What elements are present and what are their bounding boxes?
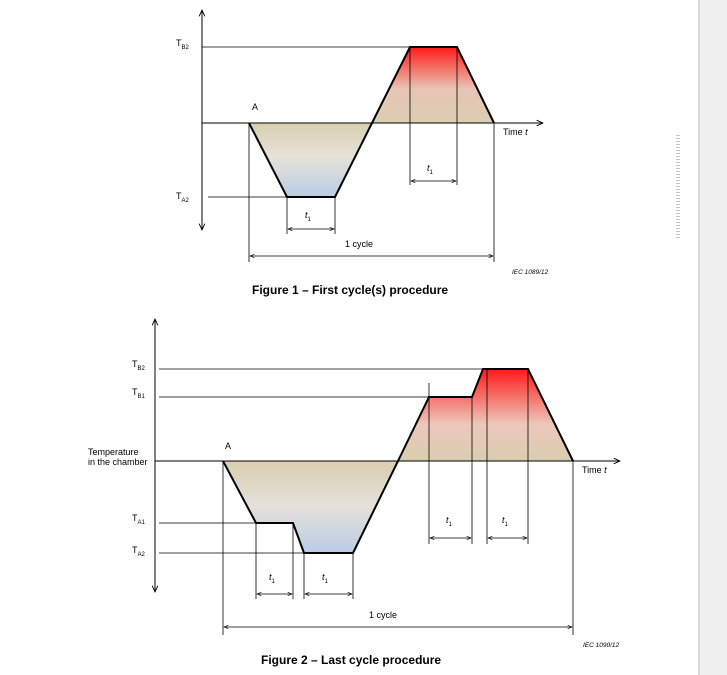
fig1-cold-region (249, 123, 372, 197)
fig2-time-label: Time t (582, 465, 607, 475)
fig2-tb2-label: TB2 (132, 359, 146, 372)
fig2-t1-label-ta1: t1 (269, 572, 276, 585)
fig2-profile-cold (222, 460, 399, 554)
fig2-t1-label-tb1: t1 (446, 515, 453, 528)
fig2-cold-region (223, 461, 398, 553)
fig2-ta2-label: TA2 (132, 545, 146, 558)
figure-1: TB2 TA2 A Time t t1 t1 1 cycle IEC 1089/… (176, 10, 549, 297)
fig1-cycle-label: 1 cycle (345, 239, 373, 249)
fig2-chamber-label-line2: in the chamber (88, 457, 148, 467)
fig1-profile-cold (248, 122, 373, 198)
fig1-tb2-label: TB2 (176, 38, 190, 51)
fig1-ta2-label: TA2 (176, 191, 190, 204)
fig1-hot-region (372, 47, 494, 123)
fig2-t1-label-tb2: t1 (502, 515, 509, 528)
fig1-t1-label-hot: t1 (427, 163, 434, 176)
fig1-iec-ref: IEC 1089/12 (512, 269, 549, 276)
fig2-caption: Figure 2 – Last cycle procedure (261, 653, 441, 667)
figure-2: TB2 TB1 TA1 TA2 Temperature in the chamb… (88, 319, 620, 667)
page-edge-shadow (698, 0, 700, 675)
fig2-cycle-label: 1 cycle (369, 610, 397, 620)
fig2-hot-region (398, 369, 573, 461)
fig1-t1-label-cold: t1 (305, 210, 312, 223)
fig1-profile-hot (371, 46, 495, 124)
fig1-caption: Figure 1 – First cycle(s) procedure (252, 283, 448, 297)
fig2-tb1-label: TB1 (132, 387, 146, 400)
margin-mark (676, 135, 680, 240)
document-page (0, 0, 698, 675)
fig1-point-a: A (252, 102, 258, 112)
fig2-chamber-label-line1: Temperature (88, 447, 139, 457)
fig2-point-a: A (225, 441, 231, 451)
fig2-profile-hot (397, 368, 574, 462)
fig2-t1-label-ta2: t1 (322, 572, 329, 585)
fig2-ta1-label: TA1 (132, 513, 146, 526)
fig1-time-label: Time t (503, 127, 528, 137)
fig2-iec-ref: IEC 1090/12 (583, 642, 620, 649)
